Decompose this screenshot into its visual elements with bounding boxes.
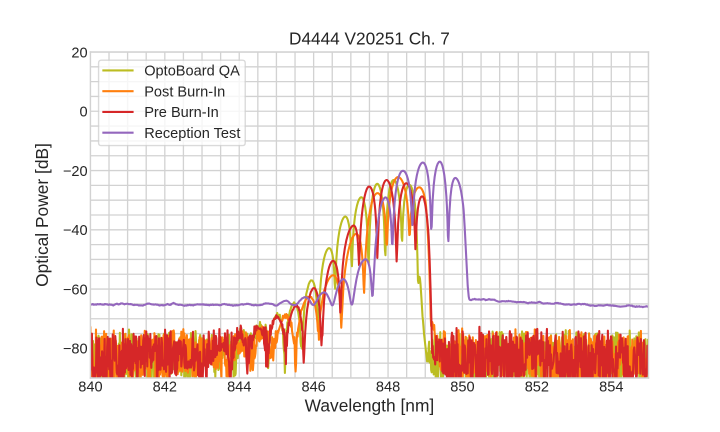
svg-text:842: 842 [153, 380, 177, 396]
svg-text:850: 850 [450, 380, 474, 396]
svg-text:−20: −20 [63, 164, 88, 180]
svg-text:Pre Burn-In: Pre Burn-In [144, 105, 219, 121]
svg-text:Wavelength [nm]: Wavelength [nm] [305, 396, 435, 416]
svg-text:846: 846 [301, 380, 325, 396]
svg-text:−40: −40 [63, 223, 88, 239]
svg-text:854: 854 [599, 380, 623, 396]
svg-text:Post Burn-In: Post Burn-In [144, 84, 225, 100]
svg-text:Reception Test: Reception Test [144, 126, 240, 142]
svg-text:848: 848 [376, 380, 400, 396]
svg-text:Optical Power [dB]: Optical Power [dB] [32, 143, 52, 287]
svg-text:0: 0 [80, 105, 88, 121]
svg-text:844: 844 [227, 380, 251, 396]
svg-text:−60: −60 [63, 282, 88, 298]
svg-text:20: 20 [71, 45, 87, 61]
svg-text:852: 852 [525, 380, 549, 396]
svg-text:D4444 V20251 Ch. 7: D4444 V20251 Ch. 7 [289, 28, 450, 48]
svg-text:840: 840 [78, 380, 102, 396]
svg-text:−80: −80 [63, 342, 88, 358]
svg-text:OptoBoard QA: OptoBoard QA [144, 64, 240, 80]
